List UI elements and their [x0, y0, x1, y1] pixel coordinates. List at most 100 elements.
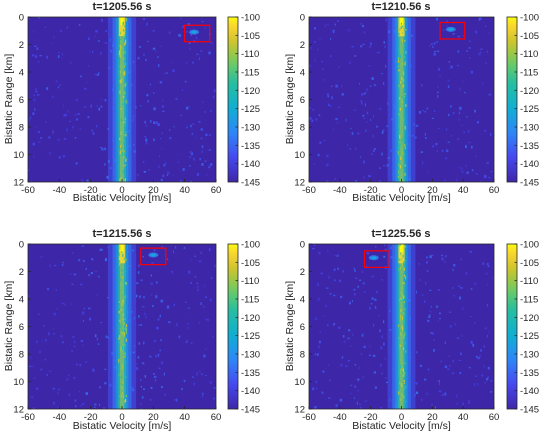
colorbar-tick-label: -120: [241, 86, 260, 97]
subplot-4: -60 -40 -20 0 20 40 60 0 2 4 6 8 10 12 t=1225.56 s Bist…: [284, 228, 539, 432]
y-tick-label: 8: [300, 350, 305, 361]
y-tick-label: 10: [294, 150, 305, 161]
x-tick-label: 40: [179, 185, 190, 196]
y-tick-label: 4: [19, 295, 24, 306]
colorbar-tick-label: -100: [520, 240, 539, 251]
y-axis-label: Bistatic Range [km]: [3, 281, 15, 372]
x-tick-label: -40: [52, 412, 66, 423]
colorbar-tick-label: -125: [520, 104, 539, 115]
colorbar-tick-label: -110: [520, 49, 538, 60]
colorbar-tick-label: -115: [241, 68, 259, 79]
heatmap-cells: [28, 17, 216, 182]
colorbar-tick-label: -130: [520, 123, 539, 134]
colorbar-tick-label: -125: [241, 104, 260, 115]
colorbar-tick-label: -130: [241, 123, 260, 134]
y-tick-label: 0: [300, 13, 305, 24]
y-tick-label: 2: [300, 267, 305, 278]
y-axis-label: Bistatic Range [km]: [3, 54, 15, 145]
y-tick-label: 4: [300, 68, 305, 79]
colorbar-tick-label: -115: [241, 295, 259, 306]
x-tick-label: 20: [427, 185, 438, 196]
x-tick-label: 40: [179, 412, 190, 423]
x-tick-label: -40: [333, 185, 347, 196]
target-box: [140, 247, 167, 266]
colorbar-tick-label: -105: [241, 31, 260, 42]
colorbar-tick-label: -120: [241, 313, 260, 324]
y-tick-label: 2: [19, 40, 24, 51]
subplot-title: t=1225.56 s: [371, 228, 430, 240]
heatmap-cells: [309, 244, 494, 409]
colorbar-tick-label: -120: [520, 86, 539, 97]
heatmap-cells: [28, 244, 216, 409]
y-tick-label: 4: [300, 295, 305, 306]
target-box: [184, 24, 211, 43]
subplot-1: -60 -40 -20 0 20 40 60 0 2 4 6 8 10 12 t=1205.56 s Bist…: [3, 1, 260, 204]
colorbar: -100 -105 -110 -115 -120 -125 -130 -135 -140 -145: [227, 13, 260, 189]
x-axis-label: Bistatic Velocity [m/s]: [352, 420, 451, 432]
colorbar-tick-label: -110: [241, 49, 259, 60]
colorbar-tick-label: -105: [520, 258, 539, 269]
colorbar-tick-label: -125: [241, 331, 260, 342]
subplot-title: t=1210.56 s: [371, 1, 430, 13]
x-tick-label: -60: [21, 185, 35, 196]
subplot-3: -60 -40 -20 0 20 40 60 0 2 4 6 8 10 12 t=1215.56 s Bist…: [3, 228, 260, 432]
x-axis-label: Bistatic Velocity [m/s]: [73, 192, 172, 204]
colorbar: -100 -105 -110 -115 -120 -125 -130 -135 -140 -145: [506, 240, 539, 416]
y-tick-label: 8: [300, 123, 305, 134]
colorbar-tick-label: -120: [520, 313, 539, 324]
colorbar-tick-label: -115: [520, 68, 538, 79]
x-tick-label: 40: [458, 412, 469, 423]
x-tick-label: 0: [119, 412, 124, 423]
colorbar-tick-label: -105: [520, 31, 539, 42]
x-tick-label: -20: [364, 412, 378, 423]
x-tick-label: -40: [52, 185, 66, 196]
target-box: [439, 21, 466, 40]
colorbar-tick-label: -115: [520, 295, 538, 306]
colorbar-tick-label: -100: [241, 13, 260, 24]
x-tick-label: 60: [211, 185, 222, 196]
y-tick-label: 8: [19, 350, 24, 361]
colorbar-tick-label: -135: [520, 141, 539, 152]
y-tick-label: 2: [19, 267, 24, 278]
target-box: [363, 250, 390, 268]
colorbar-tick-label: -140: [241, 159, 260, 170]
colorbar-tick-label: -130: [241, 350, 260, 361]
colorbar-tick-label: -140: [520, 159, 539, 170]
colorbar-tick-label: -140: [520, 386, 539, 397]
y-tick-label: 2: [300, 40, 305, 51]
x-tick-label: -20: [84, 412, 98, 423]
colorbar-tick-label: -145: [520, 178, 539, 189]
x-tick-label: 40: [458, 185, 469, 196]
colorbar-tick-label: -145: [241, 178, 260, 189]
y-tick-label: 12: [294, 178, 305, 189]
x-tick-label: -40: [333, 412, 347, 423]
x-tick-label: -20: [84, 185, 98, 196]
colorbar-tick-label: -135: [241, 141, 260, 152]
colorbar-tick-label: -110: [241, 276, 259, 287]
x-tick-label: 20: [148, 185, 159, 196]
x-tick-label: 0: [399, 185, 404, 196]
subplot-title: t=1215.56 s: [92, 228, 151, 240]
colorbar-tick-label: -110: [520, 276, 538, 287]
x-tick-label: 0: [119, 185, 124, 196]
y-tick-label: 10: [13, 150, 24, 161]
x-tick-label: 60: [489, 412, 500, 423]
y-tick-label: 10: [294, 377, 305, 388]
x-tick-label: 60: [489, 185, 500, 196]
x-axis-label: Bistatic Velocity [m/s]: [73, 420, 172, 432]
subplot-title: t=1205.56 s: [92, 1, 151, 13]
colorbar-tick-label: -130: [520, 350, 539, 361]
y-tick-label: 12: [294, 405, 305, 416]
heatmap-cells: [309, 17, 494, 182]
colorbar: -100 -105 -110 -115 -120 -125 -130 -135 -140 -145: [506, 13, 539, 189]
colorbar-tick-label: -145: [520, 405, 539, 416]
x-tick-label: 20: [427, 412, 438, 423]
colorbar-tick-label: -100: [241, 240, 260, 251]
y-axis-label: Bistatic Range [km]: [284, 54, 296, 145]
colorbar-tick-label: -140: [241, 386, 260, 397]
y-tick-label: 6: [300, 322, 305, 333]
colorbar-tick-label: -100: [520, 13, 539, 24]
colorbar-tick-label: -145: [241, 405, 260, 416]
x-tick-label: 60: [211, 412, 222, 423]
y-tick-label: 10: [13, 377, 24, 388]
